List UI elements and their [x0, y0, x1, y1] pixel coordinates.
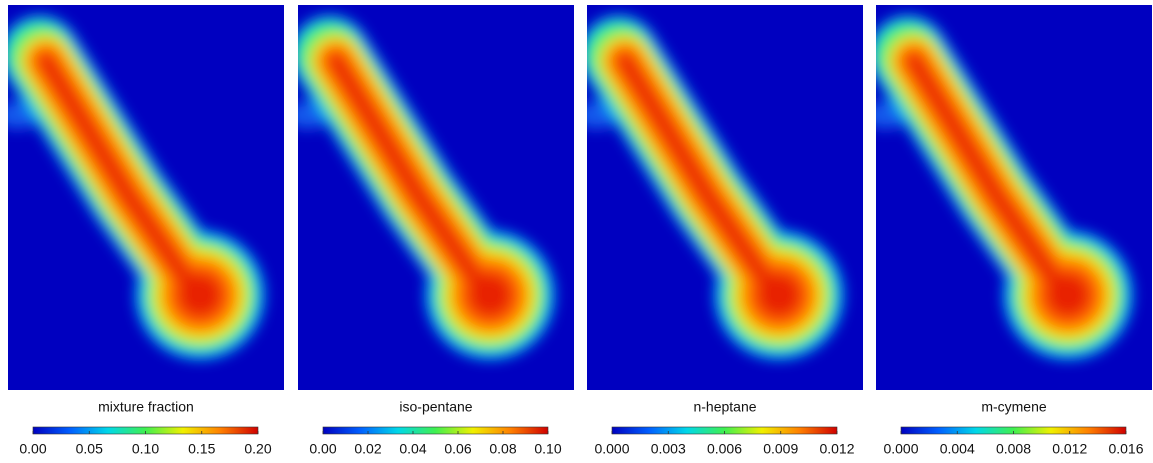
- colorbar-tick-label: 0.016: [1108, 441, 1143, 457]
- field-panel: [587, 5, 863, 390]
- colorbar-tick-label: 0.004: [940, 441, 975, 457]
- colorbar-tick-label: 0.008: [996, 441, 1031, 457]
- plume: [8, 16, 264, 359]
- field-panel: [8, 5, 284, 390]
- colorbar-tick-label: 0.00: [19, 441, 46, 457]
- plume-bulb: [468, 273, 512, 317]
- colorbar-title: mixture fraction: [98, 399, 194, 415]
- colorbar-tick-label: 0.06: [444, 441, 471, 457]
- colorbar-tick-label: 0.20: [244, 441, 271, 457]
- colorbar: [322, 426, 549, 435]
- plume-layer: [907, 54, 1065, 292]
- colorbar-title: iso-pentane: [399, 399, 472, 415]
- plume-bulb: [1046, 273, 1090, 317]
- colorbar-tick-label: 0.003: [651, 441, 686, 457]
- plume-layer: [39, 54, 197, 292]
- colorbar-tick-label: 0.012: [819, 441, 854, 457]
- field-panel: [876, 5, 1152, 390]
- colorbar-title: m-cymene: [981, 399, 1047, 415]
- plume: [876, 16, 1132, 359]
- colorbar-tick-label: 0.006: [707, 441, 742, 457]
- plume-layer: [618, 54, 776, 292]
- colorbar-tick-label: 0.02: [354, 441, 381, 457]
- colorbar-tick-label: 0.000: [883, 441, 918, 457]
- plume: [298, 16, 554, 359]
- colorbar-tick-label: 0.15: [188, 441, 215, 457]
- colorbar-tick-label: 0.012: [1052, 441, 1087, 457]
- colorbar-tick-label: 0.04: [399, 441, 426, 457]
- colorbar-tick-label: 0.00: [309, 441, 336, 457]
- colorbar-tick-label: 0.10: [534, 441, 561, 457]
- colorbar-tick-label: 0.08: [489, 441, 516, 457]
- plume: [587, 16, 843, 359]
- colorbar-tick-label: 0.000: [594, 441, 629, 457]
- plume-layer: [329, 54, 487, 292]
- colorbar-tick-label: 0.009: [763, 441, 798, 457]
- plume-bulb: [178, 273, 222, 317]
- colorbar-tick-label: 0.10: [132, 441, 159, 457]
- colorbar-tick-label: 0.05: [76, 441, 103, 457]
- field-panel: [298, 5, 574, 390]
- plume-bulb: [757, 273, 801, 317]
- colorbar-title: n-heptane: [693, 399, 756, 415]
